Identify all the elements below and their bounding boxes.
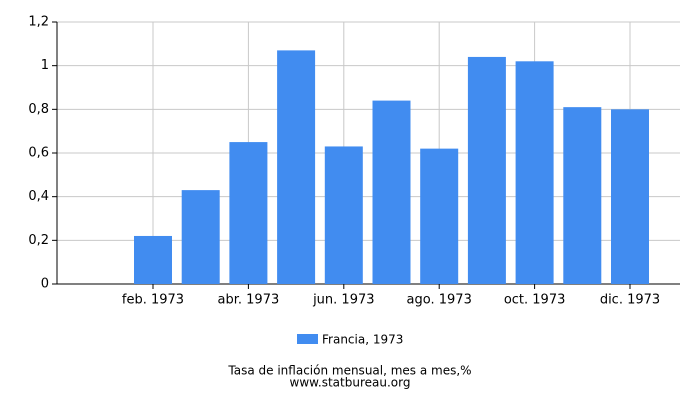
- x-tick-label: jun. 1973: [312, 293, 374, 308]
- source: www.statbureau.org: [290, 376, 411, 390]
- caption: Tasa de inflación mensual, mes a mes,%: [227, 364, 471, 378]
- bar: [134, 235, 172, 284]
- bar: [277, 50, 316, 285]
- bar: [467, 56, 506, 284]
- y-tick-label: 0,8: [28, 102, 49, 117]
- legend-label: Francia, 1973: [322, 333, 403, 347]
- y-tick-label: 0,4: [28, 189, 49, 204]
- bar: [181, 190, 220, 284]
- x-tick-label: dic. 1973: [600, 293, 660, 308]
- x-tick-label: abr. 1973: [218, 293, 280, 308]
- bar: [563, 107, 602, 285]
- bar: [372, 100, 411, 284]
- legend-swatch: [297, 334, 318, 344]
- x-tick-label: oct. 1973: [504, 293, 566, 308]
- y-tick-label: 1,2: [28, 15, 49, 30]
- bar: [420, 148, 459, 284]
- bar: [324, 146, 363, 284]
- x-tick-label: ago. 1973: [407, 293, 472, 308]
- y-tick-label: 0,2: [28, 233, 49, 248]
- y-tick-label: 0: [41, 277, 49, 292]
- bar: [515, 61, 554, 284]
- y-tick-label: 0,6: [28, 146, 49, 161]
- y-tick-label: 1: [41, 58, 49, 73]
- bar: [229, 142, 268, 284]
- bar: [611, 109, 649, 284]
- x-tick-label: feb. 1973: [122, 293, 184, 308]
